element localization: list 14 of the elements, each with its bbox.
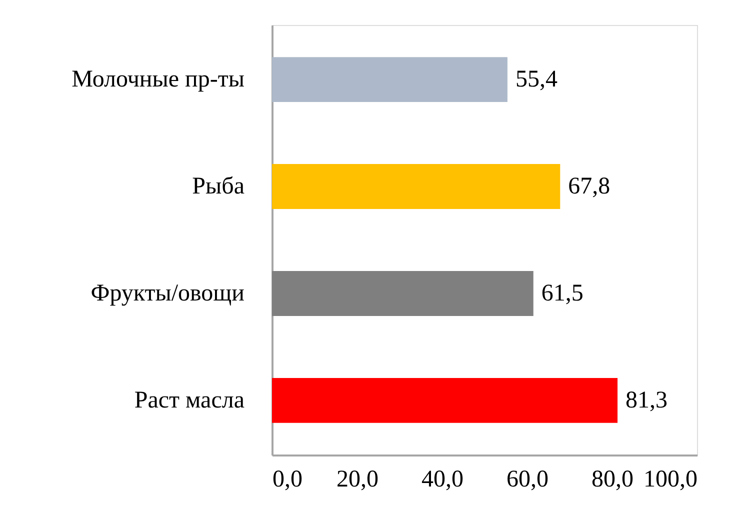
data-label: 61,5 <box>541 280 584 306</box>
x-tick-label: 80,0 <box>592 466 634 492</box>
data-label: 81,3 <box>626 387 668 414</box>
y-tick-label: Рыба <box>192 174 245 200</box>
x-tick-label: 60,0 <box>506 466 548 492</box>
x-tick-label: 40,0 <box>422 466 464 492</box>
data-label: 67,8 <box>568 174 610 200</box>
x-tick-label: 100,0 <box>644 466 698 492</box>
y-tick-label: Раст масла <box>134 387 245 414</box>
x-tick-label: 20,0 <box>336 466 378 492</box>
x-tick-label: 0,0 <box>272 466 302 492</box>
y-tick-label: Фрукты/овощи <box>90 280 245 306</box>
data-label: 55,4 <box>515 66 558 93</box>
y-tick-label: Молочные пр-ты <box>72 66 244 93</box>
